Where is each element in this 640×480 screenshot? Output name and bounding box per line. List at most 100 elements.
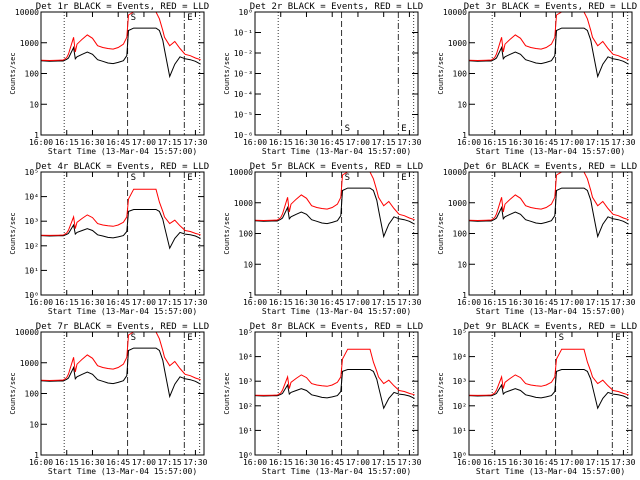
x-axis-label: Start Time (13-Mar-04 15:57:00): [262, 307, 411, 316]
events-series-line: [41, 209, 201, 250]
y-tick-label: 1000: [448, 39, 467, 48]
y-tick-label: 10¹: [453, 426, 467, 435]
x-tick-label: 17:15: [586, 458, 610, 467]
x-tick-label: 17:30: [183, 298, 207, 307]
y-tick-label: 10⁰: [239, 451, 253, 460]
x-tick-label: 16:45: [320, 138, 344, 147]
marker-e: E: [401, 173, 406, 183]
y-tick-label: 10⁴: [25, 193, 39, 202]
y-tick-label: 10⁰: [453, 451, 467, 460]
y-tick-label: 10⁰: [239, 8, 253, 17]
panel-title: Det 8r BLACK = Events, RED = LLD: [250, 322, 423, 332]
x-tick-label: 17:30: [611, 458, 635, 467]
y-tick-label: 10000: [229, 168, 253, 177]
x-axis-label: Start Time (13-Mar-04 15:57:00): [48, 147, 197, 156]
x-tick-label: 17:15: [586, 138, 610, 147]
series-group: [41, 12, 201, 79]
y-axis-label: Counts/sec: [223, 372, 231, 414]
x-tick-label: 16:00: [243, 138, 267, 147]
x-tick-label: 16:15: [483, 458, 507, 467]
y-tick-label: 100: [25, 390, 40, 399]
x-tick-label: 16:00: [457, 298, 481, 307]
y-tick-label: 10⁵: [239, 328, 253, 337]
y-tick-label: 10⁵: [453, 328, 467, 337]
plot-frame: [468, 331, 633, 456]
y-tick-label: 1000: [20, 39, 39, 48]
x-tick-label: 16:30: [80, 138, 104, 147]
events-series-line: [255, 369, 415, 410]
y-tick-label: 10⁴: [239, 353, 253, 362]
x-tick-label: 16:15: [269, 138, 293, 147]
y-tick-label: 100: [25, 70, 40, 79]
y-axis-label: Counts/sec: [223, 212, 231, 254]
x-tick-label: 16:45: [106, 458, 130, 467]
plot-frame: [254, 171, 419, 296]
panel-title: Det 9r BLACK = Events, RED = LLD: [464, 322, 637, 332]
events-series-line: [469, 369, 629, 410]
x-tick-label: 16:15: [483, 138, 507, 147]
plot-frame: [254, 331, 419, 456]
x-tick-label: 17:00: [560, 298, 584, 307]
y-tick-label: 10²: [25, 242, 39, 251]
y-tick-label: 10⁻⁴: [234, 90, 253, 99]
x-tick-label: 17:30: [397, 298, 421, 307]
y-tick-label: 10⁰: [25, 291, 39, 300]
y-tick-label: 10⁻¹: [234, 29, 253, 38]
y-axis-label: Counts/sec: [9, 52, 17, 94]
series-group: [469, 348, 629, 410]
x-tick-label: 17:30: [611, 138, 635, 147]
series-group: [41, 332, 201, 399]
lld-series-line: [469, 172, 629, 222]
y-tick-label: 10: [29, 420, 39, 429]
x-axis-label: Start Time (13-Mar-04 15:57:00): [476, 467, 625, 476]
y-tick-label: 10²: [239, 402, 253, 411]
x-tick-label: 17:30: [397, 458, 421, 467]
events-series-line: [255, 187, 415, 239]
x-axis-label: Start Time (13-Mar-04 15:57:00): [48, 467, 197, 476]
x-axis-label: Start Time (13-Mar-04 15:57:00): [262, 467, 411, 476]
y-tick-label: 10³: [453, 377, 467, 386]
marker-e: E: [615, 333, 620, 343]
x-tick-label: 16:30: [508, 458, 532, 467]
y-tick-label: 1000: [20, 359, 39, 368]
plot-frame: [40, 331, 205, 456]
x-tick-label: 17:00: [132, 458, 156, 467]
y-tick-label: 10¹: [25, 266, 39, 275]
x-tick-label: 16:30: [80, 298, 104, 307]
y-tick-label: 1000: [234, 199, 253, 208]
x-tick-label: 17:00: [132, 138, 156, 147]
marker-e: E: [401, 124, 406, 134]
x-tick-label: 16:00: [29, 298, 53, 307]
lld-series-line: [469, 12, 629, 62]
y-tick-label: 1: [248, 291, 253, 300]
panel-title: Det 3r BLACK = Events, RED = LLD: [464, 2, 637, 12]
lld-series-line: [41, 12, 201, 62]
x-tick-label: 17:30: [611, 298, 635, 307]
y-tick-label: 10000: [443, 168, 467, 177]
plot-frame: [40, 11, 205, 136]
x-tick-label: 17:15: [372, 298, 396, 307]
lld-series-line: [41, 188, 201, 236]
y-tick-label: 10⁴: [453, 353, 467, 362]
lld-series-line: [469, 348, 629, 396]
marker-e: E: [187, 13, 192, 23]
x-tick-label: 16:00: [457, 138, 481, 147]
marker-e: E: [187, 333, 192, 343]
plot-frame: [468, 11, 633, 136]
y-tick-label: 10¹: [239, 426, 253, 435]
x-tick-label: 16:00: [243, 458, 267, 467]
events-series-line: [469, 187, 629, 239]
series-group: [469, 172, 629, 239]
y-tick-label: 10: [243, 260, 253, 269]
y-tick-label: 1: [34, 451, 39, 460]
y-tick-label: 1: [462, 131, 467, 140]
x-tick-label: 17:00: [560, 138, 584, 147]
panel-title: Det 2r BLACK = Events, RED = LLD: [250, 2, 423, 12]
panel-det-3: Det 3r BLACK = Events, RED = LLD 16:00 16:…: [437, 2, 637, 156]
